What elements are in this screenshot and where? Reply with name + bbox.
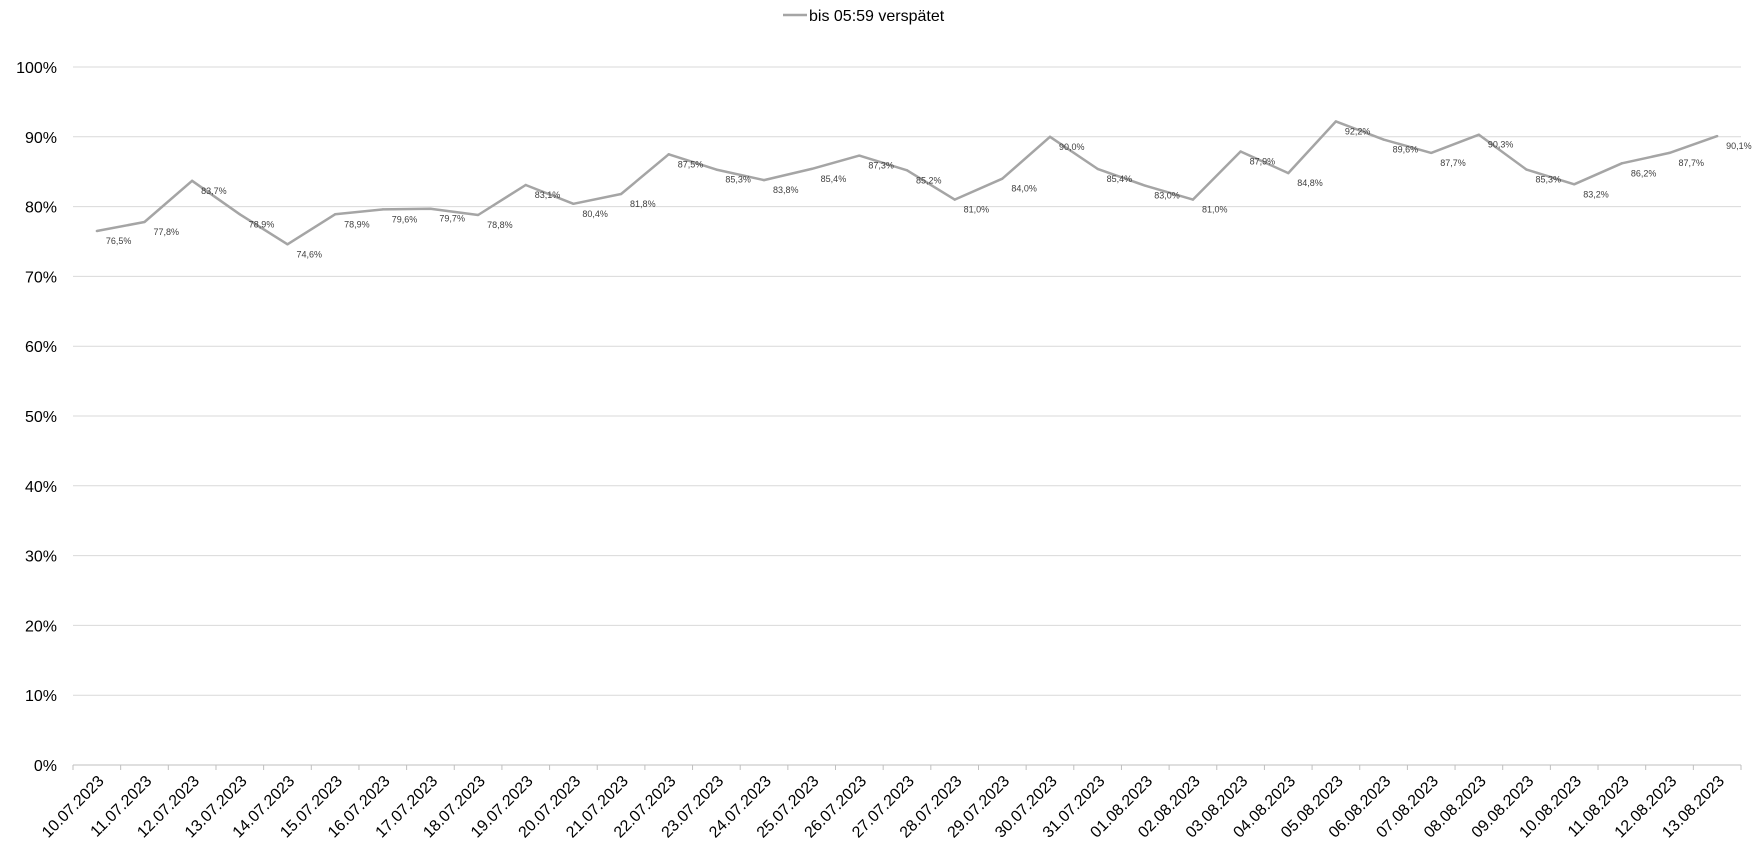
data-label: 90,1% [1726, 141, 1752, 151]
data-point [1668, 151, 1671, 155]
data-point [1096, 167, 1099, 171]
y-tick-label: 100% [16, 60, 57, 77]
data-point [1477, 133, 1481, 136]
data-point [524, 183, 527, 187]
data-label: 83,2% [1583, 189, 1609, 199]
data-point [1001, 177, 1004, 180]
data-point [429, 207, 432, 210]
data-label: 74,6% [296, 249, 322, 259]
data-label: 87,7% [1440, 158, 1466, 168]
y-tick-label: 40% [25, 479, 57, 496]
data-label: 81,0% [964, 205, 990, 215]
y-tick-label: 20% [25, 618, 57, 635]
data-point [667, 153, 670, 156]
data-label: 85,3% [1536, 175, 1562, 185]
data-label: 83,1% [535, 190, 561, 200]
data-label: 76,5% [106, 236, 132, 246]
data-point [1287, 171, 1290, 175]
data-label: 77,8% [153, 227, 179, 237]
data-label: 90,0% [1059, 142, 1085, 152]
y-tick-label: 0% [34, 758, 57, 775]
data-point [953, 198, 956, 201]
data-label: 85,3% [725, 175, 751, 185]
data-label: 87,9% [1250, 156, 1276, 166]
data-point [1525, 168, 1528, 171]
x-axis: 10.07.202311.07.202312.07.202313.07.2023… [39, 764, 1742, 841]
data-point [715, 168, 718, 171]
data-point [476, 213, 480, 217]
data-label: 78,8% [487, 220, 513, 230]
data-point [1239, 150, 1242, 153]
data-label: 89,6% [1393, 145, 1419, 155]
data-label: 78,9% [344, 219, 370, 229]
data-point [286, 243, 289, 246]
data-label: 83,0% [1154, 191, 1180, 201]
data-label: 79,7% [439, 214, 465, 224]
data-label: 87,7% [1679, 158, 1705, 168]
y-tick-label: 60% [25, 339, 57, 356]
data-label: 81,8% [630, 199, 656, 209]
data-label: 87,3% [868, 161, 894, 171]
y-tick-label: 80% [25, 200, 57, 217]
data-point [1715, 134, 1719, 138]
data-label: 83,7% [201, 186, 227, 196]
data-label: 90,3% [1488, 140, 1514, 150]
data-point [1334, 120, 1338, 123]
data-point [190, 179, 194, 182]
data-point [1144, 184, 1147, 187]
data-point [1191, 198, 1195, 201]
y-tick-label: 50% [25, 409, 57, 426]
data-point [762, 178, 766, 182]
data-label: 79,6% [392, 214, 418, 224]
data-point [1620, 162, 1624, 165]
y-tick-label: 10% [25, 688, 57, 705]
data-label: 85,2% [916, 175, 942, 185]
data-point [143, 220, 146, 224]
data-label: 92,2% [1345, 126, 1371, 136]
y-axis-ticks: 0% 10% 20% 30% 40% 50% 60% 70% 80% 90% 100% [16, 60, 57, 775]
data-point [381, 208, 384, 211]
legend: bis 05:59 verspätet [783, 8, 945, 25]
data-point [1382, 138, 1385, 141]
data-point [858, 154, 861, 157]
data-labels: 76,5% 77,8% 83,7% 78,9% 74,6% 78,9% 79,6% 79,7%… [106, 126, 1752, 259]
data-point [619, 192, 623, 196]
series-line [96, 120, 1718, 246]
data-point [1048, 135, 1052, 138]
y-tick-label: 70% [25, 269, 57, 286]
data-point [1573, 183, 1576, 186]
data-label: 84,8% [1297, 178, 1323, 188]
series-bis-0559-verspaetet [95, 120, 1719, 246]
y-tick-label: 30% [25, 549, 57, 566]
data-point [572, 202, 575, 206]
data-label: 87,5% [678, 159, 704, 169]
data-label: 83,8% [773, 185, 799, 195]
data-label: 78,9% [249, 219, 275, 229]
data-label: 80,4% [582, 209, 608, 219]
data-label: 86,2% [1631, 168, 1657, 178]
gridlines [73, 66, 1741, 696]
data-point [95, 229, 99, 233]
data-point [1430, 151, 1433, 155]
data-point [810, 167, 813, 171]
data-label: 85,4% [1107, 174, 1133, 184]
data-point [238, 213, 241, 216]
data-label: 84,0% [1011, 184, 1037, 194]
legend-label: bis 05:59 verspätet [809, 8, 945, 25]
data-label: 81,0% [1202, 205, 1228, 215]
data-label: 85,4% [821, 174, 847, 184]
data-point [333, 213, 337, 216]
y-tick-label: 90% [25, 130, 57, 147]
data-point [905, 169, 909, 172]
